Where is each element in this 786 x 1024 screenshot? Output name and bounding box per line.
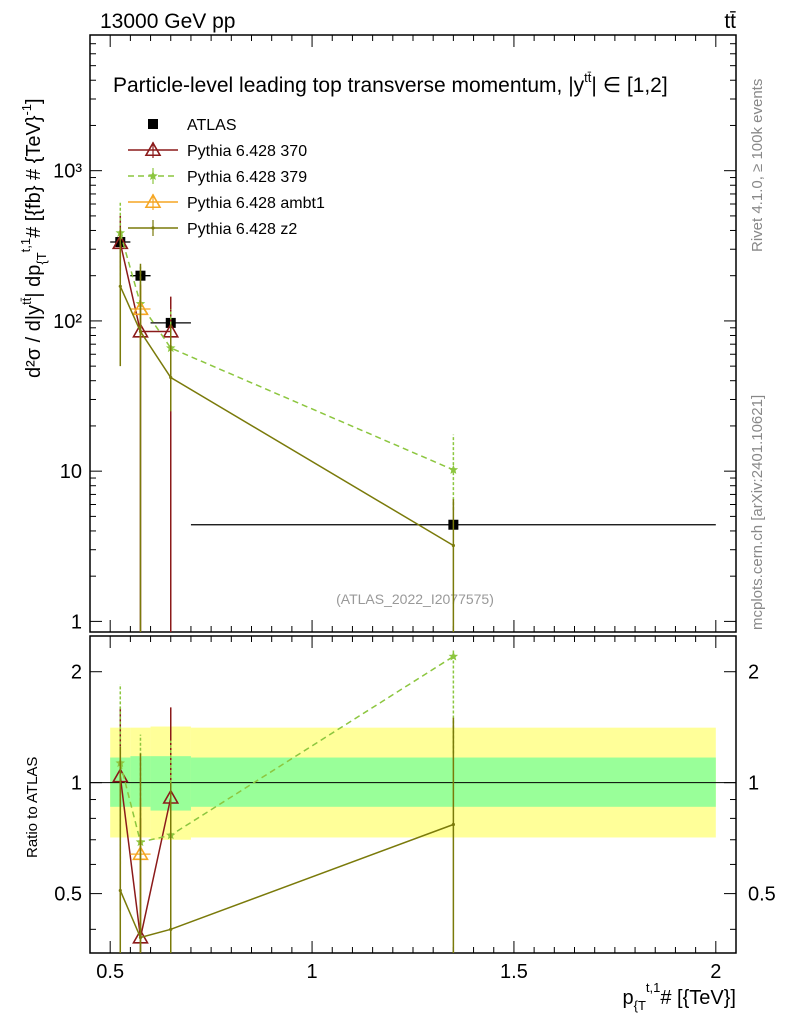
main-series-atlas xyxy=(110,237,716,530)
ratio-x-tick-label: 1.5 xyxy=(500,961,528,983)
main-y-tick-label: 1 xyxy=(71,611,82,633)
main-p370-line xyxy=(119,242,171,333)
main-series-p370 xyxy=(111,215,180,632)
ratio-data-series xyxy=(111,649,459,953)
main-y-axis-label-mid: | dp xyxy=(23,265,45,298)
main-plot-title: Particle-level leading top transverse mo… xyxy=(113,70,668,97)
main-z2-point-2 xyxy=(169,375,173,380)
energy-label: 13000 GeV pp xyxy=(100,10,235,33)
ratio-x-axis-label: p{Tt,1# [{TeV}] xyxy=(622,980,736,1013)
ratio-z2-point-3 xyxy=(451,822,455,827)
ratio-p379-point-3 xyxy=(448,651,459,661)
main-axis-ticks: 1 10 10² 10³ xyxy=(53,34,737,633)
legend-item-p379: Pythia 6.428 379 xyxy=(128,168,307,186)
ratio-y-tick-label-right: 1 xyxy=(748,773,759,795)
main-plot-title-sup: tt̄ xyxy=(584,70,592,85)
main-z2-point-3 xyxy=(451,543,455,548)
main-y-axis-label-sub: {T xyxy=(34,252,49,264)
main-z2-point-1 xyxy=(138,329,143,334)
legend-item-ambt1: Pythia 6.428 ambt1 xyxy=(128,193,325,212)
legend-item-p370: Pythia 6.428 370 xyxy=(128,141,307,160)
legend-marker-atlas xyxy=(148,119,158,129)
main-plot-panel: Particle-level leading top transverse mo… xyxy=(18,34,737,633)
legend-item-atlas: ATLAS xyxy=(148,117,237,134)
ratio-x-tick-label: 0.5 xyxy=(96,961,124,983)
ratio-y-tick-label-left: 2 xyxy=(71,662,82,684)
rivet-label: Rivet 4.1.0, ≥ 100k events xyxy=(749,79,766,252)
main-plot-title-tail: | ∈ [1,2] xyxy=(591,74,667,97)
ratio-z2-point-2 xyxy=(169,927,173,931)
ratio-y-tick-label-right: 2 xyxy=(748,662,759,684)
main-plot-title-text: Particle-level leading top transverse mo… xyxy=(113,74,585,97)
main-y-axis-label-tail: # [{fb} # {TeV} xyxy=(23,115,45,238)
legend-label-ambt1: Pythia 6.428 ambt1 xyxy=(187,195,325,212)
ratio-y-tick-label-left: 0.5 xyxy=(54,884,82,906)
main-z2-line xyxy=(119,285,454,547)
ratio-axis-ticks: 0.5 0.5 1 1 2 2 0.5 1 1.5 2 xyxy=(54,636,776,983)
main-y-axis-label-main: d²σ / d|y xyxy=(23,305,45,378)
ratio-x-axis-label-tail: # [{TeV}] xyxy=(660,987,736,1009)
ratio-x-tick-label: 1 xyxy=(307,961,318,983)
legend-marker-p379 xyxy=(148,171,158,180)
main-series-p379 xyxy=(115,201,459,511)
legend-label-p379: Pythia 6.428 379 xyxy=(187,169,307,186)
ratio-plot-panel: Ratio to ATLAS p{Tt,1# [{TeV}] 0.5 0.5 1 1 2… xyxy=(24,635,776,1013)
main-p379-point-3 xyxy=(448,464,459,474)
main-data-series xyxy=(110,201,716,632)
main-y-tick-label: 10² xyxy=(53,311,82,333)
main-y-axis-label-sup3: -1 xyxy=(19,104,34,116)
ratio-x-axis-label-sub: {T xyxy=(634,998,646,1013)
ratio-y-tick-label-right: 0.5 xyxy=(748,884,776,906)
process-label: tt̄ xyxy=(724,10,736,33)
ratio-z2-point-0 xyxy=(118,888,122,893)
main-y-tick-label: 10³ xyxy=(53,161,82,183)
main-series-z2 xyxy=(118,227,455,632)
ratio-y-axis-label: Ratio to ATLAS xyxy=(24,757,41,858)
legend-marker-ambt1 xyxy=(144,193,162,209)
ratio-x-axis-label-sup: t,1 xyxy=(646,980,660,995)
ratio-p379-line xyxy=(119,655,454,843)
ratio-x-axis-label-main: p xyxy=(622,987,633,1009)
main-p379-line xyxy=(119,232,454,471)
main-y-axis-label-sup2: t,1 xyxy=(18,238,33,252)
legend: ATLAS Pythia 6.428 370 Pythia 6.428 379 Pyt… xyxy=(128,117,325,238)
ratio-y-tick-label-left: 1 xyxy=(71,773,82,795)
main-y-axis-label-close: ] xyxy=(23,98,45,104)
main-y-axis-label-sup1: tt̄ xyxy=(19,297,34,305)
legend-label-p370: Pythia 6.428 370 xyxy=(187,143,307,160)
mcplots-label: mcplots.cern.ch [arXiv:2401.10621] xyxy=(749,395,766,630)
legend-marker-z2 xyxy=(151,226,155,230)
legend-marker-p370 xyxy=(144,141,162,157)
main-z2-point-0 xyxy=(118,284,122,288)
main-y-axis-label: d²σ / d|ytt̄| dp{Tt,1# [{fb} # {TeV}-1] xyxy=(18,98,49,378)
legend-item-z2: Pythia 6.428 z2 xyxy=(128,220,297,238)
legend-label-z2: Pythia 6.428 z2 xyxy=(187,221,297,238)
main-y-tick-label: 10 xyxy=(60,461,82,483)
main-plot-watermark: (ATLAS_2022_I2077575) xyxy=(336,591,494,607)
ratio-series-z2 xyxy=(118,717,455,953)
ratio-z2-line xyxy=(119,823,454,939)
ratio-z2-point-1 xyxy=(138,935,143,940)
legend-label-atlas: ATLAS xyxy=(187,117,237,134)
ratio-x-tick-label: 2 xyxy=(710,961,721,983)
